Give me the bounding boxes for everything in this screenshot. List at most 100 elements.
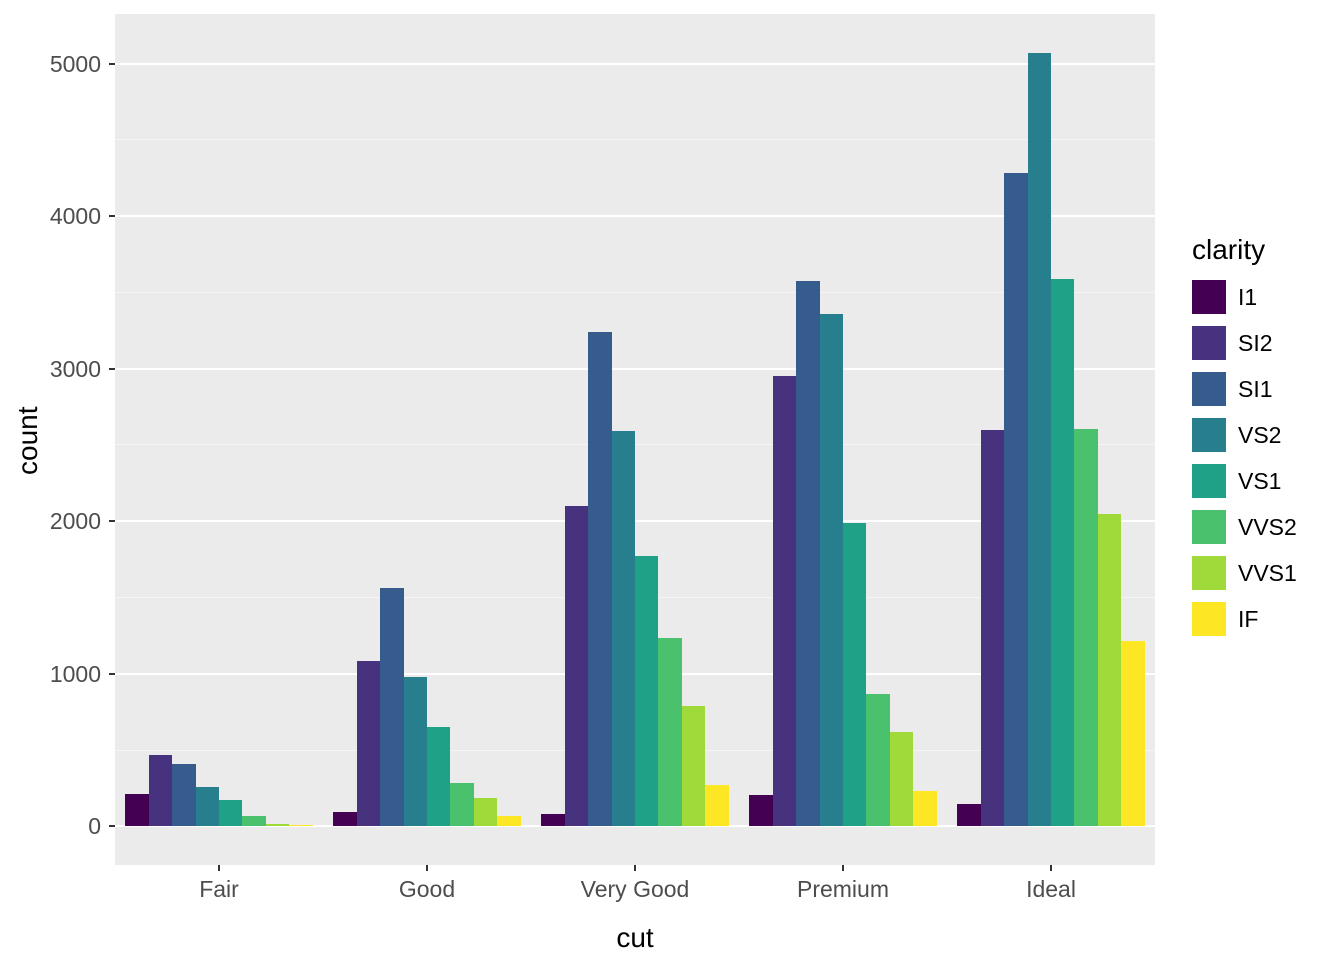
bar-ideal-i1 bbox=[957, 804, 981, 827]
bar-ideal-vs1 bbox=[1051, 278, 1075, 827]
bar-good-si2 bbox=[356, 661, 381, 827]
bar-premium-i1 bbox=[749, 795, 773, 827]
bar-premium-si2 bbox=[772, 376, 797, 827]
bar-good-vs1 bbox=[427, 727, 451, 827]
bar-fair-vvs1 bbox=[265, 823, 290, 827]
legend-swatch-vs1 bbox=[1192, 464, 1226, 498]
y-axis-title: count bbox=[12, 406, 43, 476]
legend-label: IF bbox=[1238, 605, 1259, 632]
panel bbox=[115, 14, 1155, 865]
y-tick-label: 0 bbox=[88, 813, 101, 840]
gridline-major bbox=[115, 367, 1155, 370]
y-tick-label: 1000 bbox=[49, 660, 101, 687]
legend-key-if: IF bbox=[1192, 602, 1342, 636]
x-axis-tick bbox=[218, 865, 220, 871]
legend-key-si1: SI1 bbox=[1192, 372, 1342, 406]
bar-good-si1 bbox=[380, 588, 404, 827]
x-tick-label: Ideal bbox=[1026, 876, 1076, 902]
legend-label: VS2 bbox=[1238, 421, 1282, 448]
y-tick-label: 5000 bbox=[49, 50, 101, 77]
legend-key-vs2: VS2 bbox=[1192, 418, 1342, 452]
gridline-minor bbox=[115, 444, 1155, 446]
y-axis-tick bbox=[109, 825, 115, 828]
bar-good-vvs1 bbox=[473, 797, 498, 827]
bar-fair-vs2 bbox=[195, 786, 219, 827]
bar-very-good-vs1 bbox=[635, 555, 659, 827]
legend-label: SI2 bbox=[1238, 329, 1273, 356]
legend-key-vvs2: VVS2 bbox=[1192, 510, 1342, 544]
gridline-major bbox=[115, 62, 1155, 65]
legend-key-si2: SI2 bbox=[1192, 326, 1342, 360]
legend-swatch-if bbox=[1192, 602, 1226, 636]
legend-swatch-vs2 bbox=[1192, 418, 1226, 452]
bar-good-vs2 bbox=[403, 677, 427, 827]
legend-swatch-i1 bbox=[1192, 280, 1226, 314]
bar-ideal-vvs2 bbox=[1074, 428, 1098, 827]
bar-premium-if bbox=[913, 791, 937, 827]
bar-premium-vvs2 bbox=[866, 693, 890, 827]
bar-good-i1 bbox=[333, 811, 357, 827]
bar-good-if bbox=[497, 815, 521, 827]
bar-ideal-vvs1 bbox=[1097, 514, 1122, 827]
legend-label: VVS1 bbox=[1238, 559, 1297, 586]
x-axis-tick bbox=[634, 865, 636, 871]
legend-key-vs1: VS1 bbox=[1192, 464, 1342, 498]
x-axis-title: cut bbox=[616, 922, 654, 953]
legend: clarity I1 SI2 SI1 VS2 VS1 VVS2 VVS1 IF bbox=[1192, 234, 1342, 648]
bar-very-good-i1 bbox=[541, 813, 565, 827]
x-tick-label: Fair bbox=[199, 876, 239, 902]
gridline-minor bbox=[115, 291, 1155, 293]
y-axis-tick bbox=[109, 215, 115, 218]
legend-label: SI1 bbox=[1238, 375, 1273, 402]
gridline-major bbox=[115, 520, 1155, 523]
bar-fair-i1 bbox=[125, 794, 149, 827]
legend-label: VS1 bbox=[1238, 467, 1282, 494]
y-axis: 0 1000 2000 3000 4000 5000 bbox=[0, 14, 115, 865]
bar-premium-si1 bbox=[796, 280, 820, 827]
x-axis-tick bbox=[426, 865, 428, 871]
y-tick-label: 2000 bbox=[49, 508, 101, 535]
x-axis-tick bbox=[842, 865, 844, 871]
x-tick-label: Very Good bbox=[580, 876, 690, 902]
bar-fair-if bbox=[289, 824, 313, 827]
bar-fair-si2 bbox=[148, 755, 173, 827]
bar-ideal-vs2 bbox=[1027, 52, 1051, 827]
gridline-major bbox=[115, 215, 1155, 218]
y-axis-tick bbox=[109, 367, 115, 370]
x-axis-tick bbox=[1050, 865, 1052, 871]
legend-swatch-si2 bbox=[1192, 326, 1226, 360]
legend-swatch-vvs1 bbox=[1192, 556, 1226, 590]
x-tick-label: Premium bbox=[796, 876, 889, 902]
bar-very-good-vvs1 bbox=[681, 705, 706, 827]
legend-swatch-si1 bbox=[1192, 372, 1226, 406]
legend-key-vvs1: VVS1 bbox=[1192, 556, 1342, 590]
y-axis-tick bbox=[109, 520, 115, 523]
bar-premium-vs2 bbox=[819, 314, 843, 827]
bar-fair-vvs2 bbox=[242, 815, 266, 827]
legend-swatch-vvs2 bbox=[1192, 510, 1226, 544]
x-axis: Fair Good Very Good Premium Ideal bbox=[115, 865, 1155, 925]
legend-label: I1 bbox=[1238, 283, 1258, 310]
gridline-minor bbox=[115, 139, 1155, 141]
bar-ideal-if bbox=[1121, 641, 1145, 827]
bar-ideal-si2 bbox=[980, 429, 1005, 827]
bar-premium-vvs1 bbox=[889, 732, 914, 827]
legend-label: VVS2 bbox=[1238, 513, 1297, 540]
y-tick-label: 3000 bbox=[49, 355, 101, 382]
bar-very-good-if bbox=[705, 785, 729, 827]
bar-very-good-vvs2 bbox=[658, 637, 682, 827]
bar-very-good-vs2 bbox=[611, 431, 635, 827]
y-axis-tick bbox=[109, 62, 115, 65]
bar-fair-si1 bbox=[172, 764, 196, 827]
bar-ideal-si1 bbox=[1004, 173, 1028, 827]
bar-premium-vs1 bbox=[843, 522, 867, 827]
x-tick-label: Good bbox=[398, 876, 456, 902]
legend-key-i1: I1 bbox=[1192, 280, 1342, 314]
bar-very-good-si2 bbox=[564, 505, 589, 827]
y-axis-tick bbox=[109, 672, 115, 675]
bar-good-vvs2 bbox=[450, 782, 474, 827]
legend-keys: I1 SI2 SI1 VS2 VS1 VVS2 VVS1 IF bbox=[1192, 280, 1342, 636]
legend-title: clarity bbox=[1192, 234, 1266, 265]
bar-very-good-si1 bbox=[588, 332, 612, 827]
